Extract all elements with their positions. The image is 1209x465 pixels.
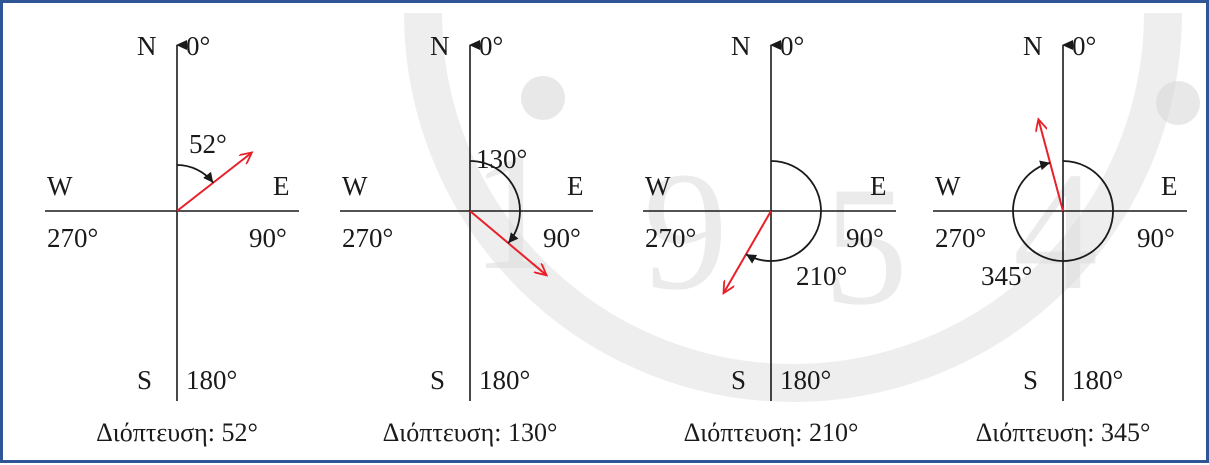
- north-label: N: [137, 31, 157, 61]
- degree-180-label: 180°: [479, 365, 530, 395]
- east-label: E: [567, 171, 584, 201]
- bearing-caption: Διόπτευση: 210°: [684, 418, 859, 447]
- west-label: W: [47, 171, 73, 201]
- degree-90-label: 90°: [846, 223, 884, 253]
- svg-text:5: 5: [823, 152, 908, 340]
- compass-panel-3: N 0° W E 270° 90° S 180° 210° Διόπτευση: 210°: [643, 31, 896, 447]
- bearing-arc: [745, 160, 822, 264]
- north-label: N: [731, 31, 751, 61]
- bearing-vector: [724, 210, 772, 293]
- west-label: W: [645, 171, 671, 201]
- watermark-seal: 1 9 5 4: [404, 12, 1200, 402]
- svg-text:4: 4: [1013, 137, 1098, 325]
- compass-panel-1: N 0° W E 270° 90° S 180° 52° Διόπτευση: 52°: [45, 31, 299, 447]
- bearing-vector: [176, 153, 252, 212]
- bearing-vector: [1038, 119, 1064, 212]
- north-label: N: [1023, 31, 1043, 61]
- degree-90-label: 90°: [543, 223, 581, 253]
- degree-90-label: 90°: [249, 223, 287, 253]
- zero-degree-label: 0°: [479, 31, 503, 61]
- zero-degree-label: 0°: [780, 31, 804, 61]
- bearing-caption: Διόπτευση: 345°: [976, 418, 1151, 447]
- bearing-angle-label: 130°: [476, 144, 527, 174]
- east-label: E: [1161, 171, 1178, 201]
- zero-degree-label: 0°: [1072, 31, 1096, 61]
- south-label: S: [1023, 365, 1038, 395]
- west-label: W: [935, 171, 961, 201]
- bearing-vector: [469, 210, 547, 275]
- degree-180-label: 180°: [780, 365, 831, 395]
- south-label: S: [430, 365, 445, 395]
- degree-180-label: 180°: [186, 365, 237, 395]
- bearing-caption: Διόπτευση: 52°: [96, 418, 258, 447]
- bearing-angle-label: 210°: [796, 261, 847, 291]
- compass-panel-4: N 0° W E 270° 90° S 180° 345° Διόπτευση: 345°: [933, 31, 1187, 447]
- compass-panel-2: N 0° W E 270° 90° S 180° 130° Διόπτευση: 130°: [340, 31, 593, 447]
- east-label: E: [273, 171, 290, 201]
- zero-degree-label: 0°: [186, 31, 210, 61]
- degree-90-label: 90°: [1137, 223, 1175, 253]
- bearing-angle-label: 345°: [981, 261, 1032, 291]
- degree-270-label: 270°: [47, 223, 98, 253]
- degree-270-label: 270°: [342, 223, 393, 253]
- bearing-angle-label: 52°: [189, 129, 227, 159]
- bearing-arc: [176, 164, 214, 184]
- degree-270-label: 270°: [935, 223, 986, 253]
- bearing-caption: Διόπτευση: 130°: [383, 418, 558, 447]
- degree-180-label: 180°: [1072, 365, 1123, 395]
- svg-text:9: 9: [643, 137, 728, 325]
- bearing-arc: [469, 160, 521, 244]
- degree-270-label: 270°: [645, 223, 696, 253]
- south-label: S: [731, 365, 746, 395]
- bearing-arc: [1012, 160, 1114, 262]
- south-label: S: [137, 365, 152, 395]
- east-label: E: [870, 171, 887, 201]
- north-label: N: [430, 31, 450, 61]
- west-label: W: [342, 171, 368, 201]
